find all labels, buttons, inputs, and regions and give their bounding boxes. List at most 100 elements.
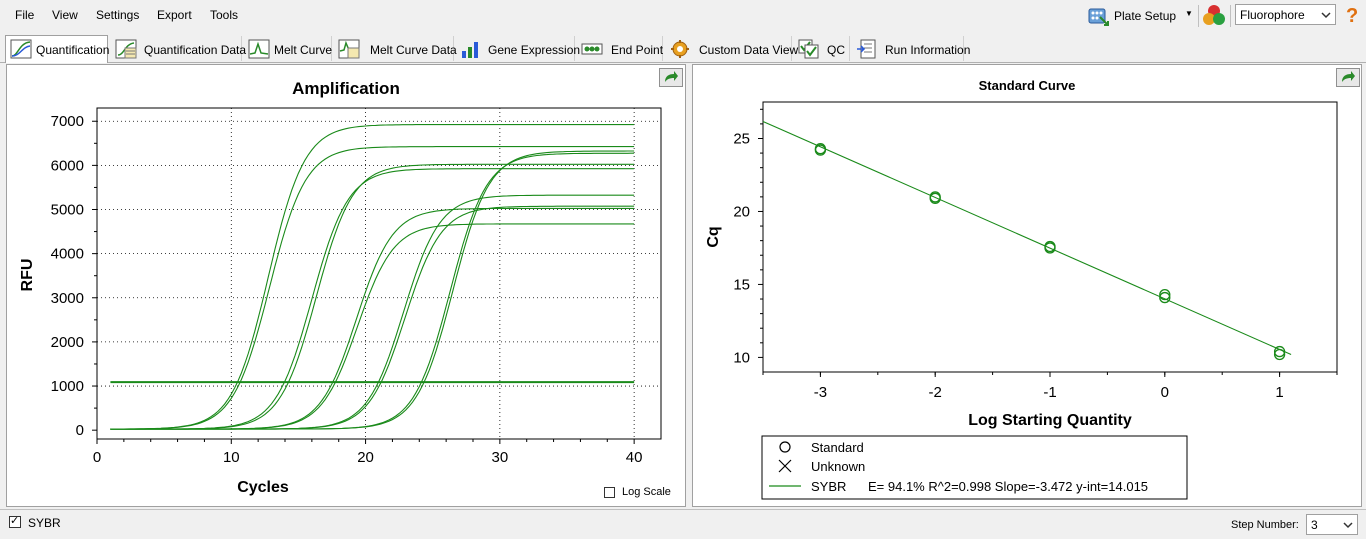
y-tick-label: 4000	[51, 246, 84, 263]
standard-point	[1273, 348, 1286, 361]
legend-unknown-label: Unknown	[811, 459, 865, 474]
log-scale-label: Log Scale	[622, 486, 671, 498]
x-tick-label: -2	[929, 384, 942, 401]
help-button[interactable]: ?	[1343, 3, 1361, 30]
export-arrow-icon	[1342, 71, 1355, 82]
y-tick-label: 3000	[51, 290, 84, 307]
amplification-chart[interactable]: Amplification 0 10 20 30 40 0 1000 2000 3000 4000…	[7, 65, 685, 506]
y-tick-label: 2000	[51, 334, 84, 351]
step-number-value: 3	[1311, 518, 1318, 532]
tab-label: Melt Curve Data	[370, 43, 457, 57]
tab-label: Quantification Data	[144, 43, 247, 57]
tab-bar: Quantification Quantification Data Melt …	[0, 34, 1366, 63]
fluorophore-select-value: Fluorophore	[1240, 8, 1305, 22]
run-information-icon	[856, 39, 878, 62]
menu-settings[interactable]: Settings	[96, 8, 140, 22]
plate-setup-label: Plate Setup	[1114, 9, 1177, 23]
toolbar-separator	[1230, 5, 1231, 27]
y-tick-label: 15	[733, 276, 750, 293]
standard-curve-export-button[interactable]	[1336, 68, 1360, 87]
step-number-select[interactable]: 3	[1306, 514, 1358, 535]
log-scale-checkbox[interactable]	[604, 487, 615, 498]
tab-end-point[interactable]: End Point	[577, 36, 663, 61]
tab-label: Custom Data View	[699, 43, 799, 57]
standard-curve-chart[interactable]: Standard Curve -3 -2 -1 0 1 10 15 20 25 Log Star…	[693, 65, 1361, 506]
y-tick-label: 25	[733, 130, 750, 147]
standard-curve-fit-line	[762, 120, 1292, 356]
standard-point	[1044, 242, 1056, 254]
standard-point	[1273, 345, 1286, 358]
standard-curve-plot-frame	[762, 101, 1338, 373]
amplification-export-button[interactable]	[659, 68, 683, 87]
amplification-curve	[110, 207, 635, 430]
menu-bar: File View Settings Export Tools Plate Se…	[0, 0, 1366, 31]
checkmark-icon: ✓	[10, 515, 20, 527]
tab-melt-curve-data[interactable]: Melt Curve Data	[334, 36, 457, 61]
tab-qc[interactable]: QC	[794, 36, 850, 61]
amplification-curve	[110, 163, 635, 430]
legend-series-name: SYBR	[811, 479, 846, 494]
amplification-x-axis-label: Cycles	[237, 479, 289, 496]
fluorophore-icon	[1203, 5, 1225, 25]
quantification-data-icon	[115, 39, 137, 62]
standard-point	[1159, 291, 1171, 304]
amplification-curve	[110, 124, 635, 430]
menu-tools[interactable]: Tools	[210, 8, 239, 22]
x-tick-label: 0	[93, 449, 101, 466]
x-tick-label: 10	[223, 449, 240, 466]
y-tick-label: 10	[733, 349, 750, 366]
plate-setup-icon	[1087, 4, 1111, 31]
amplification-panel: Amplification 0 10 20 30 40 0 1000 2000 3000 4000…	[6, 64, 686, 507]
export-arrow-icon	[665, 71, 678, 82]
menu-view[interactable]: View	[52, 8, 78, 22]
tab-gene-expression[interactable]: Gene Expression	[456, 36, 580, 62]
chevron-down-icon	[1343, 519, 1353, 533]
gene-expression-icon	[460, 39, 482, 62]
y-tick-label: 5000	[51, 202, 84, 219]
standard-point	[929, 192, 941, 204]
plate-setup-button[interactable]: Plate Setup ▼	[1087, 4, 1195, 28]
x-tick-label: 40	[626, 449, 643, 466]
step-number-label: Step Number:	[1231, 519, 1299, 531]
end-point-icon	[581, 39, 603, 62]
tab-quantification-data[interactable]: Quantification Data	[111, 36, 246, 62]
standard-point	[814, 144, 827, 156]
amplification-curve	[110, 205, 635, 430]
amplification-curve	[110, 194, 635, 430]
legend-fit-stats: E= 94.1% R^2=0.998 Slope=-3.472 y-int=14…	[868, 479, 1148, 494]
standard-curve-chart-title: Standard Curve	[979, 78, 1076, 93]
standard-curve-y-axis-label: Cq	[705, 226, 722, 247]
y-tick-label: 20	[733, 203, 750, 220]
x-tick-label: 1	[1275, 384, 1283, 401]
svg-text:?: ?	[1346, 5, 1358, 27]
y-tick-label: 0	[76, 422, 84, 439]
menu-file[interactable]: File	[15, 8, 35, 22]
status-bar: ✓ SYBR Step Number: 3	[0, 509, 1366, 539]
fluorophore-select[interactable]: Fluorophore	[1235, 4, 1336, 25]
y-tick-label: 6000	[51, 157, 84, 174]
sybr-label: SYBR	[28, 516, 61, 530]
amplification-y-axis-label: RFU	[19, 259, 36, 292]
tab-run-information[interactable]: Run Information	[852, 36, 970, 62]
tab-melt-curve[interactable]: Melt Curve	[244, 36, 332, 61]
tab-label: QC	[827, 43, 845, 57]
standard-point	[1159, 288, 1171, 301]
tab-custom-data-view[interactable]: Custom Data View	[665, 36, 798, 61]
help-icon: ?	[1346, 5, 1358, 27]
x-tick-label: -3	[814, 384, 827, 401]
standard-curve-panel: Standard Curve -3 -2 -1 0 1 10 15 20 25 Log Star…	[692, 64, 1362, 507]
sybr-checkbox[interactable]: ✓	[9, 515, 21, 528]
standard-curve-x-axis-label: Log Starting Quantity	[968, 412, 1132, 429]
tab-label: Melt Curve	[274, 43, 333, 57]
melt-curve-icon	[248, 39, 270, 62]
toolbar-separator	[1198, 5, 1199, 27]
tab-quantification[interactable]: Quantification	[5, 35, 109, 63]
amplification-curve	[110, 152, 635, 430]
standard-marker-icon	[779, 441, 791, 453]
x-tick-label: -1	[1043, 384, 1056, 401]
x-tick-label: 30	[492, 449, 509, 466]
fluorophore-button[interactable]	[1202, 3, 1226, 30]
menu-export[interactable]: Export	[157, 8, 192, 22]
amplification-curve	[110, 168, 635, 430]
qc-icon	[798, 39, 820, 62]
